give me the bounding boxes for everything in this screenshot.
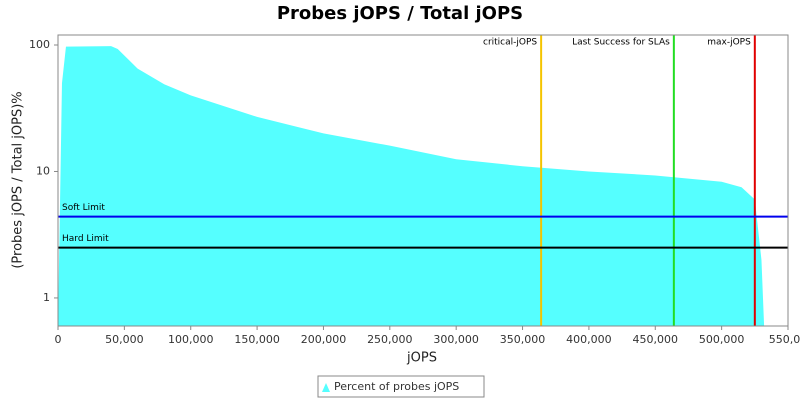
limit-label: Soft Limit [62,203,105,213]
plot: critical-jOPS Last Success for SLAs max-jO… [58,35,788,326]
y-axis-title: (Probes jOPS / Total jOPS)% [11,91,26,268]
legend-swatch [322,383,330,392]
legend [317,375,485,398]
x-tick-label: 300,000 [433,333,479,346]
x-axis-title: jOPS [406,351,437,366]
x-tick-label: 50,000 [105,333,144,346]
area [58,46,788,326]
x-tick-label: 0 [55,333,62,346]
threshold-label: critical-jOPS [483,38,537,48]
plot-border [57,34,789,327]
y-tick-label: 10 [36,164,50,177]
x-tick-label: 500,000 [699,333,745,346]
x-tick-label: 550,00 [769,333,800,346]
threshold-label: max-jOPS [707,38,751,48]
x-tick-label: 250,000 [367,333,413,346]
legend-label: Percent of probes jOPS [334,380,459,393]
chart-title: Probes jOPS / Total jOPS [277,3,523,24]
x-tick-label: 450,000 [633,333,679,346]
x-tick-label: 150,000 [234,333,280,346]
x-tick-label: 200,000 [301,333,347,346]
y-tick-label: 100 [29,38,50,51]
x-tick-label: 400,000 [566,333,612,346]
x-tick-label: 100,000 [168,333,214,346]
x-tick-label: 350,000 [500,333,546,346]
y-tick-label: 1 [43,291,50,304]
threshold-label: Last Success for SLAs [572,38,670,48]
limit-label: Hard Limit [62,234,109,244]
